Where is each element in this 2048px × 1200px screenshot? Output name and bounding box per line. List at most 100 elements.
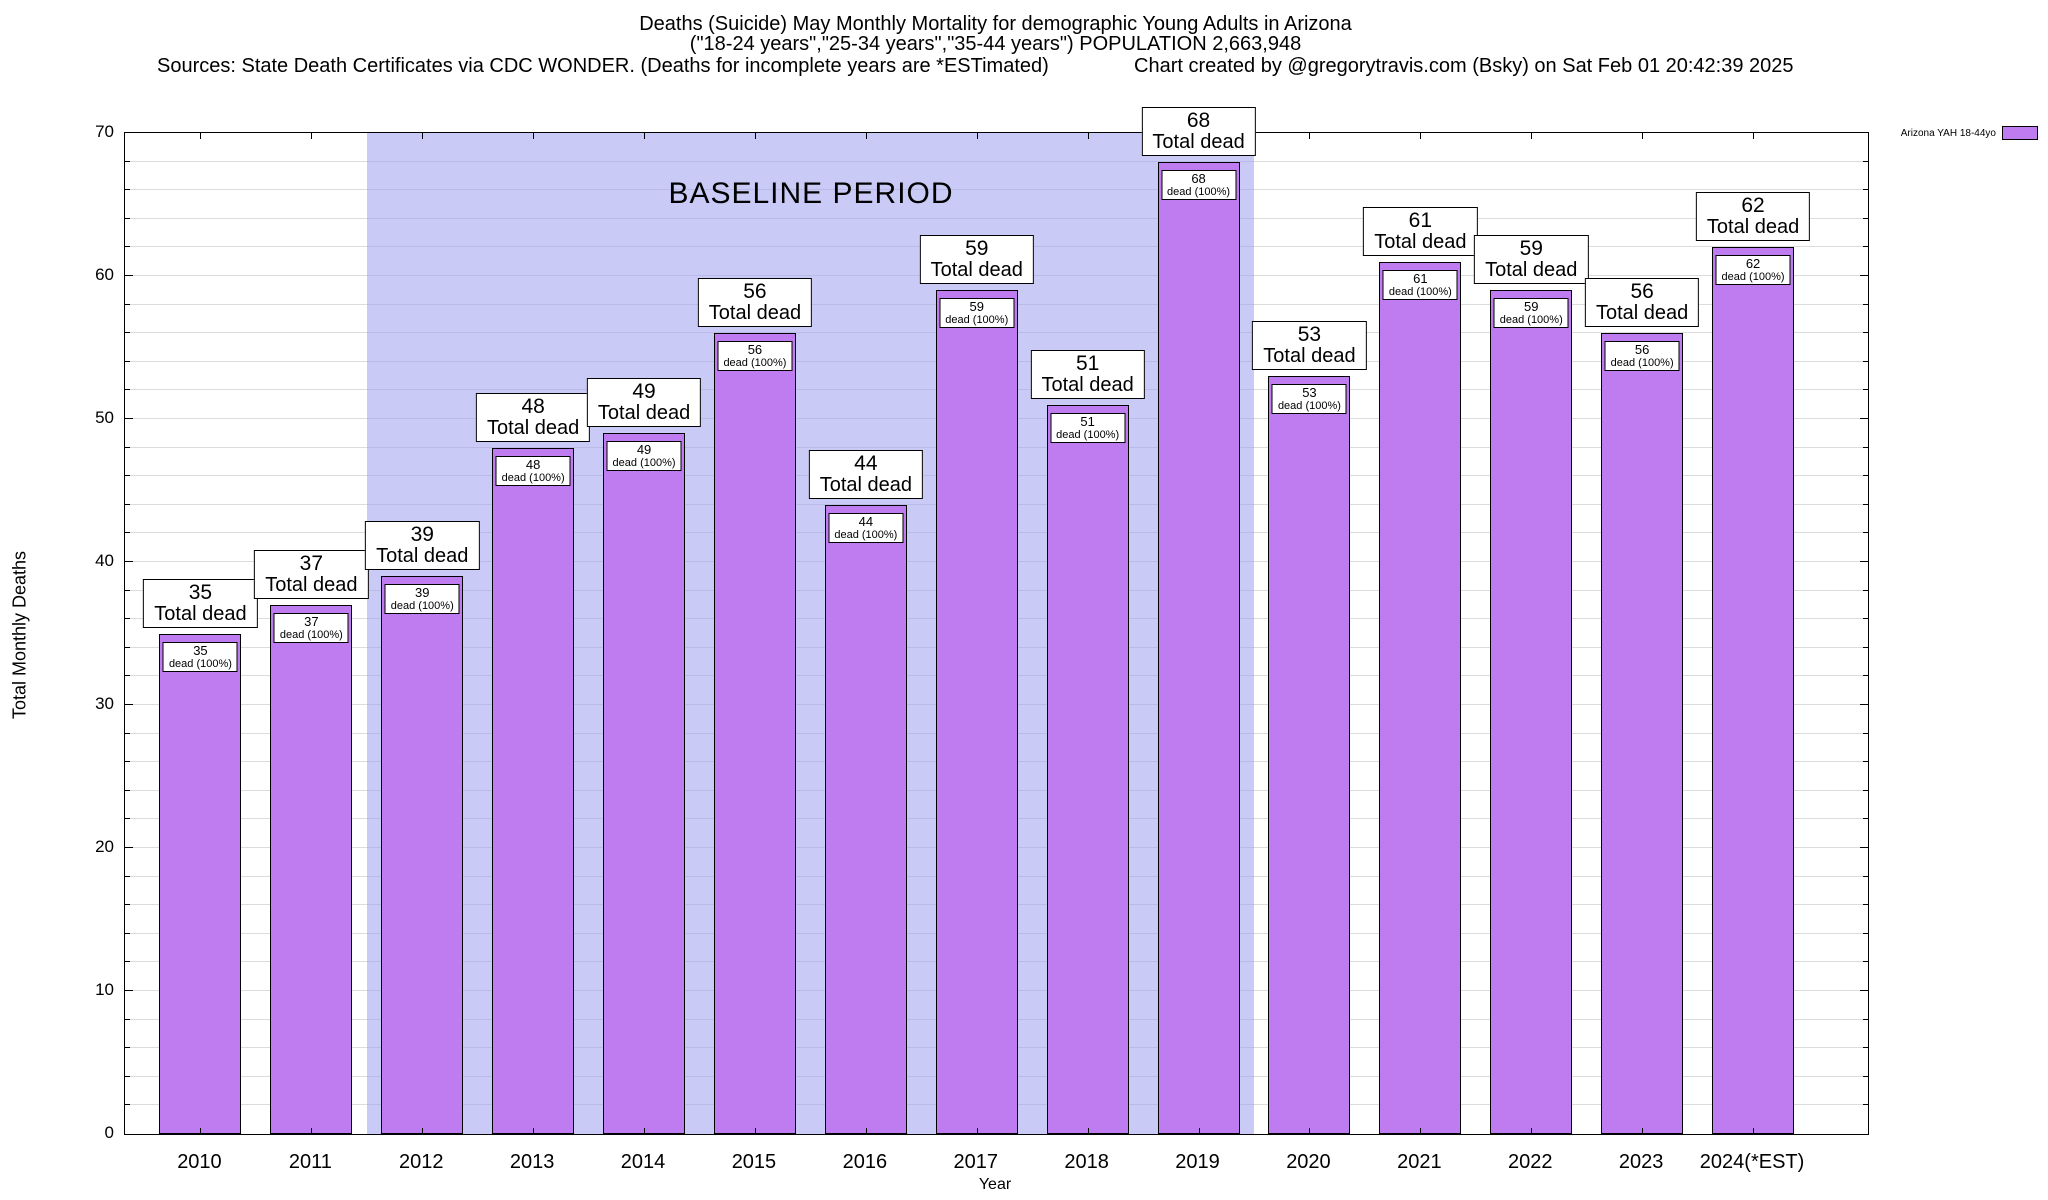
bar-total-label-2013: 48 Total dead — [475, 392, 591, 442]
x-tick-top — [311, 133, 313, 139]
x-tick-label-2012: 2012 — [399, 1151, 444, 1173]
bar-total-caption: Total dead — [376, 545, 469, 568]
y-tick-left — [125, 275, 133, 276]
y-tick-right — [1863, 503, 1868, 505]
bar-inner-value: 62 — [1745, 256, 1761, 272]
bar-2012 — [381, 576, 464, 1134]
bar-total-caption: Total dead — [265, 573, 358, 596]
bar-total-label-2015: 56 Total dead — [697, 278, 813, 328]
y-tick-right — [1863, 303, 1868, 305]
bar-inner-label-2013: 48 dead (100%) — [495, 455, 571, 486]
bar-total-caption: Total dead — [1485, 259, 1578, 282]
baseline-period-label: BASELINE PERIOD — [668, 177, 954, 210]
y-tick-left — [125, 446, 130, 448]
bar-2014 — [603, 433, 686, 1134]
y-tick-right — [1863, 589, 1868, 591]
x-tick-label-2021: 2021 — [1397, 1151, 1442, 1173]
bar-2018 — [1046, 404, 1129, 1134]
y-tick-left — [125, 618, 130, 620]
bar-total-value: 68 — [1186, 108, 1211, 132]
y-tick-left — [125, 961, 130, 963]
y-tick-left — [125, 160, 130, 162]
bar-inner-caption: dead (100%) — [1277, 400, 1341, 413]
y-tick-right — [1863, 875, 1868, 877]
bar-total-label-2022: 59 Total dead — [1474, 235, 1589, 285]
chart-subtitle: ("18-24 years","25-34 years","35-44 year… — [689, 33, 1302, 55]
y-axis-title: Total Monthly Deaths — [9, 550, 30, 720]
bar-inner-caption: dead (100%) — [723, 357, 787, 370]
x-tick-label-2020: 2020 — [1286, 1151, 1331, 1173]
y-tick-right — [1863, 732, 1868, 734]
y-tick-left — [125, 189, 130, 191]
bar-total-caption: Total dead — [1152, 130, 1245, 153]
bar-total-value: 59 — [1519, 237, 1543, 261]
y-tick-right — [1863, 1018, 1868, 1020]
y-tick-right — [1863, 389, 1868, 391]
y-tick-left — [125, 904, 130, 906]
x-tick-label-2016: 2016 — [842, 1151, 888, 1173]
bar-inner-label-2018: 51 dead (100%) — [1050, 412, 1126, 443]
bar-2010 — [159, 633, 242, 1134]
bar-2021 — [1379, 261, 1462, 1134]
x-tick-top — [1309, 133, 1311, 139]
y-tick-right — [1863, 1047, 1868, 1049]
bar-total-value: 61 — [1408, 208, 1433, 232]
y-tick-left — [125, 332, 130, 334]
legend-swatch-icon — [2002, 126, 2038, 140]
bar-total-label-2011: 37 Total dead — [254, 549, 369, 599]
y-tick-right — [1863, 618, 1868, 620]
bar-total-label-2016: 44 Total dead — [808, 449, 923, 499]
bar-total-label-2018: 51 Total dead — [1030, 349, 1145, 399]
bar-inner-caption: dead (100%) — [945, 314, 1009, 327]
x-tick-top — [644, 133, 646, 139]
bar-total-caption: Total dead — [1263, 345, 1356, 368]
bar-inner-caption: dead (100%) — [168, 657, 232, 670]
bar-total-caption: Total dead — [1041, 373, 1134, 396]
bar-inner-caption: dead (100%) — [1499, 314, 1563, 327]
bar-total-value: 44 — [854, 451, 878, 475]
x-tick-top — [1753, 133, 1755, 139]
y-tick-left — [125, 675, 130, 677]
bar-total-label-2023: 56 Total dead — [1584, 278, 1700, 328]
y-tick-label-30: 30 — [95, 694, 114, 713]
bar-inner-value: 59 — [969, 299, 984, 315]
legend-label: Arizona YAH 18-44yo — [1900, 127, 1996, 139]
y-tick-left — [125, 532, 130, 534]
bar-inner-value: 51 — [1080, 413, 1095, 429]
bar-total-value: 59 — [965, 237, 989, 261]
bar-inner-value: 53 — [1302, 385, 1317, 401]
y-tick-left — [125, 589, 130, 591]
x-tick-label-2015: 2015 — [731, 1151, 777, 1173]
bar-total-label-2017: 59 Total dead — [919, 235, 1034, 285]
x-tick-bottom — [754, 1128, 756, 1134]
bar-total-label-2012: 39 Total dead — [365, 521, 480, 571]
x-tick-bottom — [1309, 1128, 1311, 1134]
credit-note: Chart created by @gregorytravis.com (Bsk… — [1134, 55, 1794, 77]
bar-2011 — [270, 604, 353, 1134]
y-tick-right — [1860, 561, 1868, 562]
bar-total-value: 39 — [410, 523, 434, 547]
y-tick-label-70: 70 — [95, 122, 114, 141]
y-tick-left — [125, 303, 130, 305]
y-tick-label-0: 0 — [104, 1123, 114, 1142]
bar-total-label-2021: 61 Total dead — [1363, 206, 1478, 256]
x-tick-label-2018: 2018 — [1064, 1151, 1109, 1173]
y-tick-right — [1863, 532, 1868, 534]
bar-2016 — [824, 504, 907, 1134]
y-tick-left — [125, 1047, 130, 1049]
bar-total-value: 53 — [1297, 323, 1322, 347]
x-tick-top — [865, 133, 867, 139]
bar-inner-caption: dead (100%) — [612, 457, 676, 470]
x-tick-top — [200, 133, 202, 139]
bar-total-label-2010: 35 Total dead — [143, 578, 258, 628]
y-tick-left — [125, 561, 133, 562]
bar-inner-value: 35 — [193, 642, 208, 658]
x-tick-bottom — [865, 1128, 867, 1134]
bar-total-label-2019: 68 Total dead — [1141, 106, 1256, 156]
x-tick-label-2022: 2022 — [1508, 1151, 1553, 1173]
x-tick-bottom — [1531, 1128, 1533, 1134]
bar-total-caption: Total dead — [1706, 216, 1800, 239]
x-tick-bottom — [976, 1128, 978, 1134]
bar-2017 — [935, 290, 1018, 1134]
y-tick-right — [1860, 418, 1868, 419]
